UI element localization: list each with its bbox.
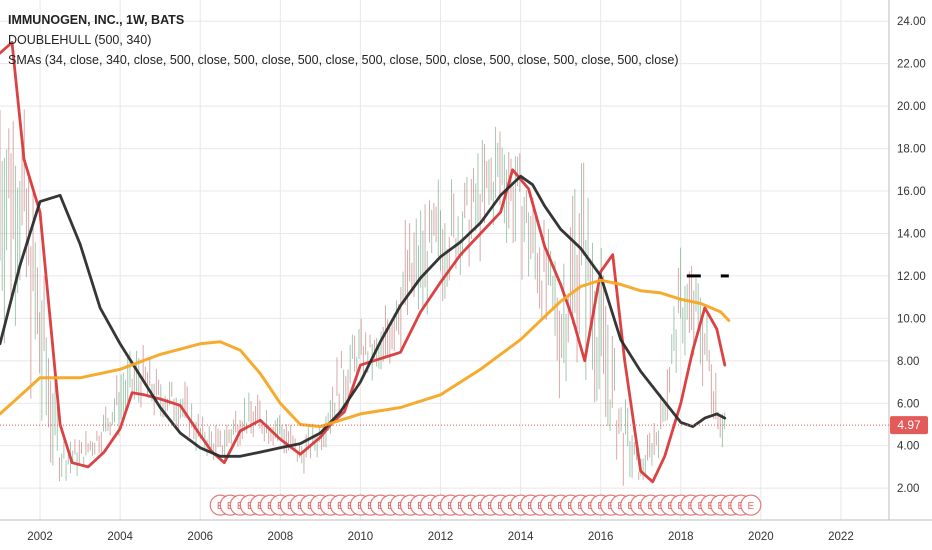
earnings-marker-circle <box>740 494 762 516</box>
series-line-black <box>0 174 727 458</box>
y-tick-label: 8.00 <box>897 356 919 368</box>
price-badge-bg <box>890 416 928 435</box>
earnings-marker-label: E <box>748 501 755 512</box>
y-tick-label: 22.00 <box>897 59 926 71</box>
y-tick-label: 10.00 <box>897 313 926 325</box>
x-tick-label: 2008 <box>268 531 294 543</box>
y-tick-label: 6.00 <box>897 398 919 410</box>
smas-indicator-label[interactable]: SMAs (34, close, 340, close, 500, close,… <box>8 53 679 67</box>
y-tick-label: 16.00 <box>897 186 926 198</box>
x-tick-label: 2016 <box>588 531 614 543</box>
doublehull-indicator-label[interactable]: DOUBLEHULL (500, 340) <box>8 33 152 47</box>
x-tick-label: 2010 <box>348 531 374 543</box>
y-tick-label: 2.00 <box>897 483 919 495</box>
x-tick-label: 2018 <box>668 531 694 543</box>
y-tick-label: 20.00 <box>897 101 926 113</box>
y-tick-label: 12.00 <box>897 271 926 283</box>
y-tick-label: 4.00 <box>897 441 919 453</box>
chart-legend: IMMUNOGEN, INC., 1W, BATS DOUBLEHULL (50… <box>8 10 679 70</box>
x-tick-label: 2014 <box>508 531 534 543</box>
earnings-markers: EEEEEEEEEEEEEEEEEEEEEEEEEEEEEEEEEEEEEEEE… <box>209 494 762 516</box>
price-bars <box>0 109 726 486</box>
y-tick-label: 24.00 <box>897 16 926 28</box>
x-tick-label: 2020 <box>748 531 774 543</box>
symbol-title[interactable]: IMMUNOGEN, INC., 1W, BATS <box>8 13 185 27</box>
y-tick-label: 18.00 <box>897 144 926 156</box>
price-badge-value: 4.97 <box>897 418 921 432</box>
price-badge: 4.97 <box>890 416 928 435</box>
x-tick-label: 2006 <box>187 531 213 543</box>
x-tick-label: 2012 <box>428 531 454 543</box>
earnings-marker[interactable]: E <box>740 494 762 516</box>
series-line-orange <box>0 278 731 429</box>
x-tick-label: 2004 <box>107 531 133 543</box>
x-tick-label: 2022 <box>828 531 854 543</box>
y-tick-label: 14.00 <box>897 228 926 240</box>
series-line-red <box>0 41 727 484</box>
x-tick-label: 2002 <box>27 531 53 543</box>
